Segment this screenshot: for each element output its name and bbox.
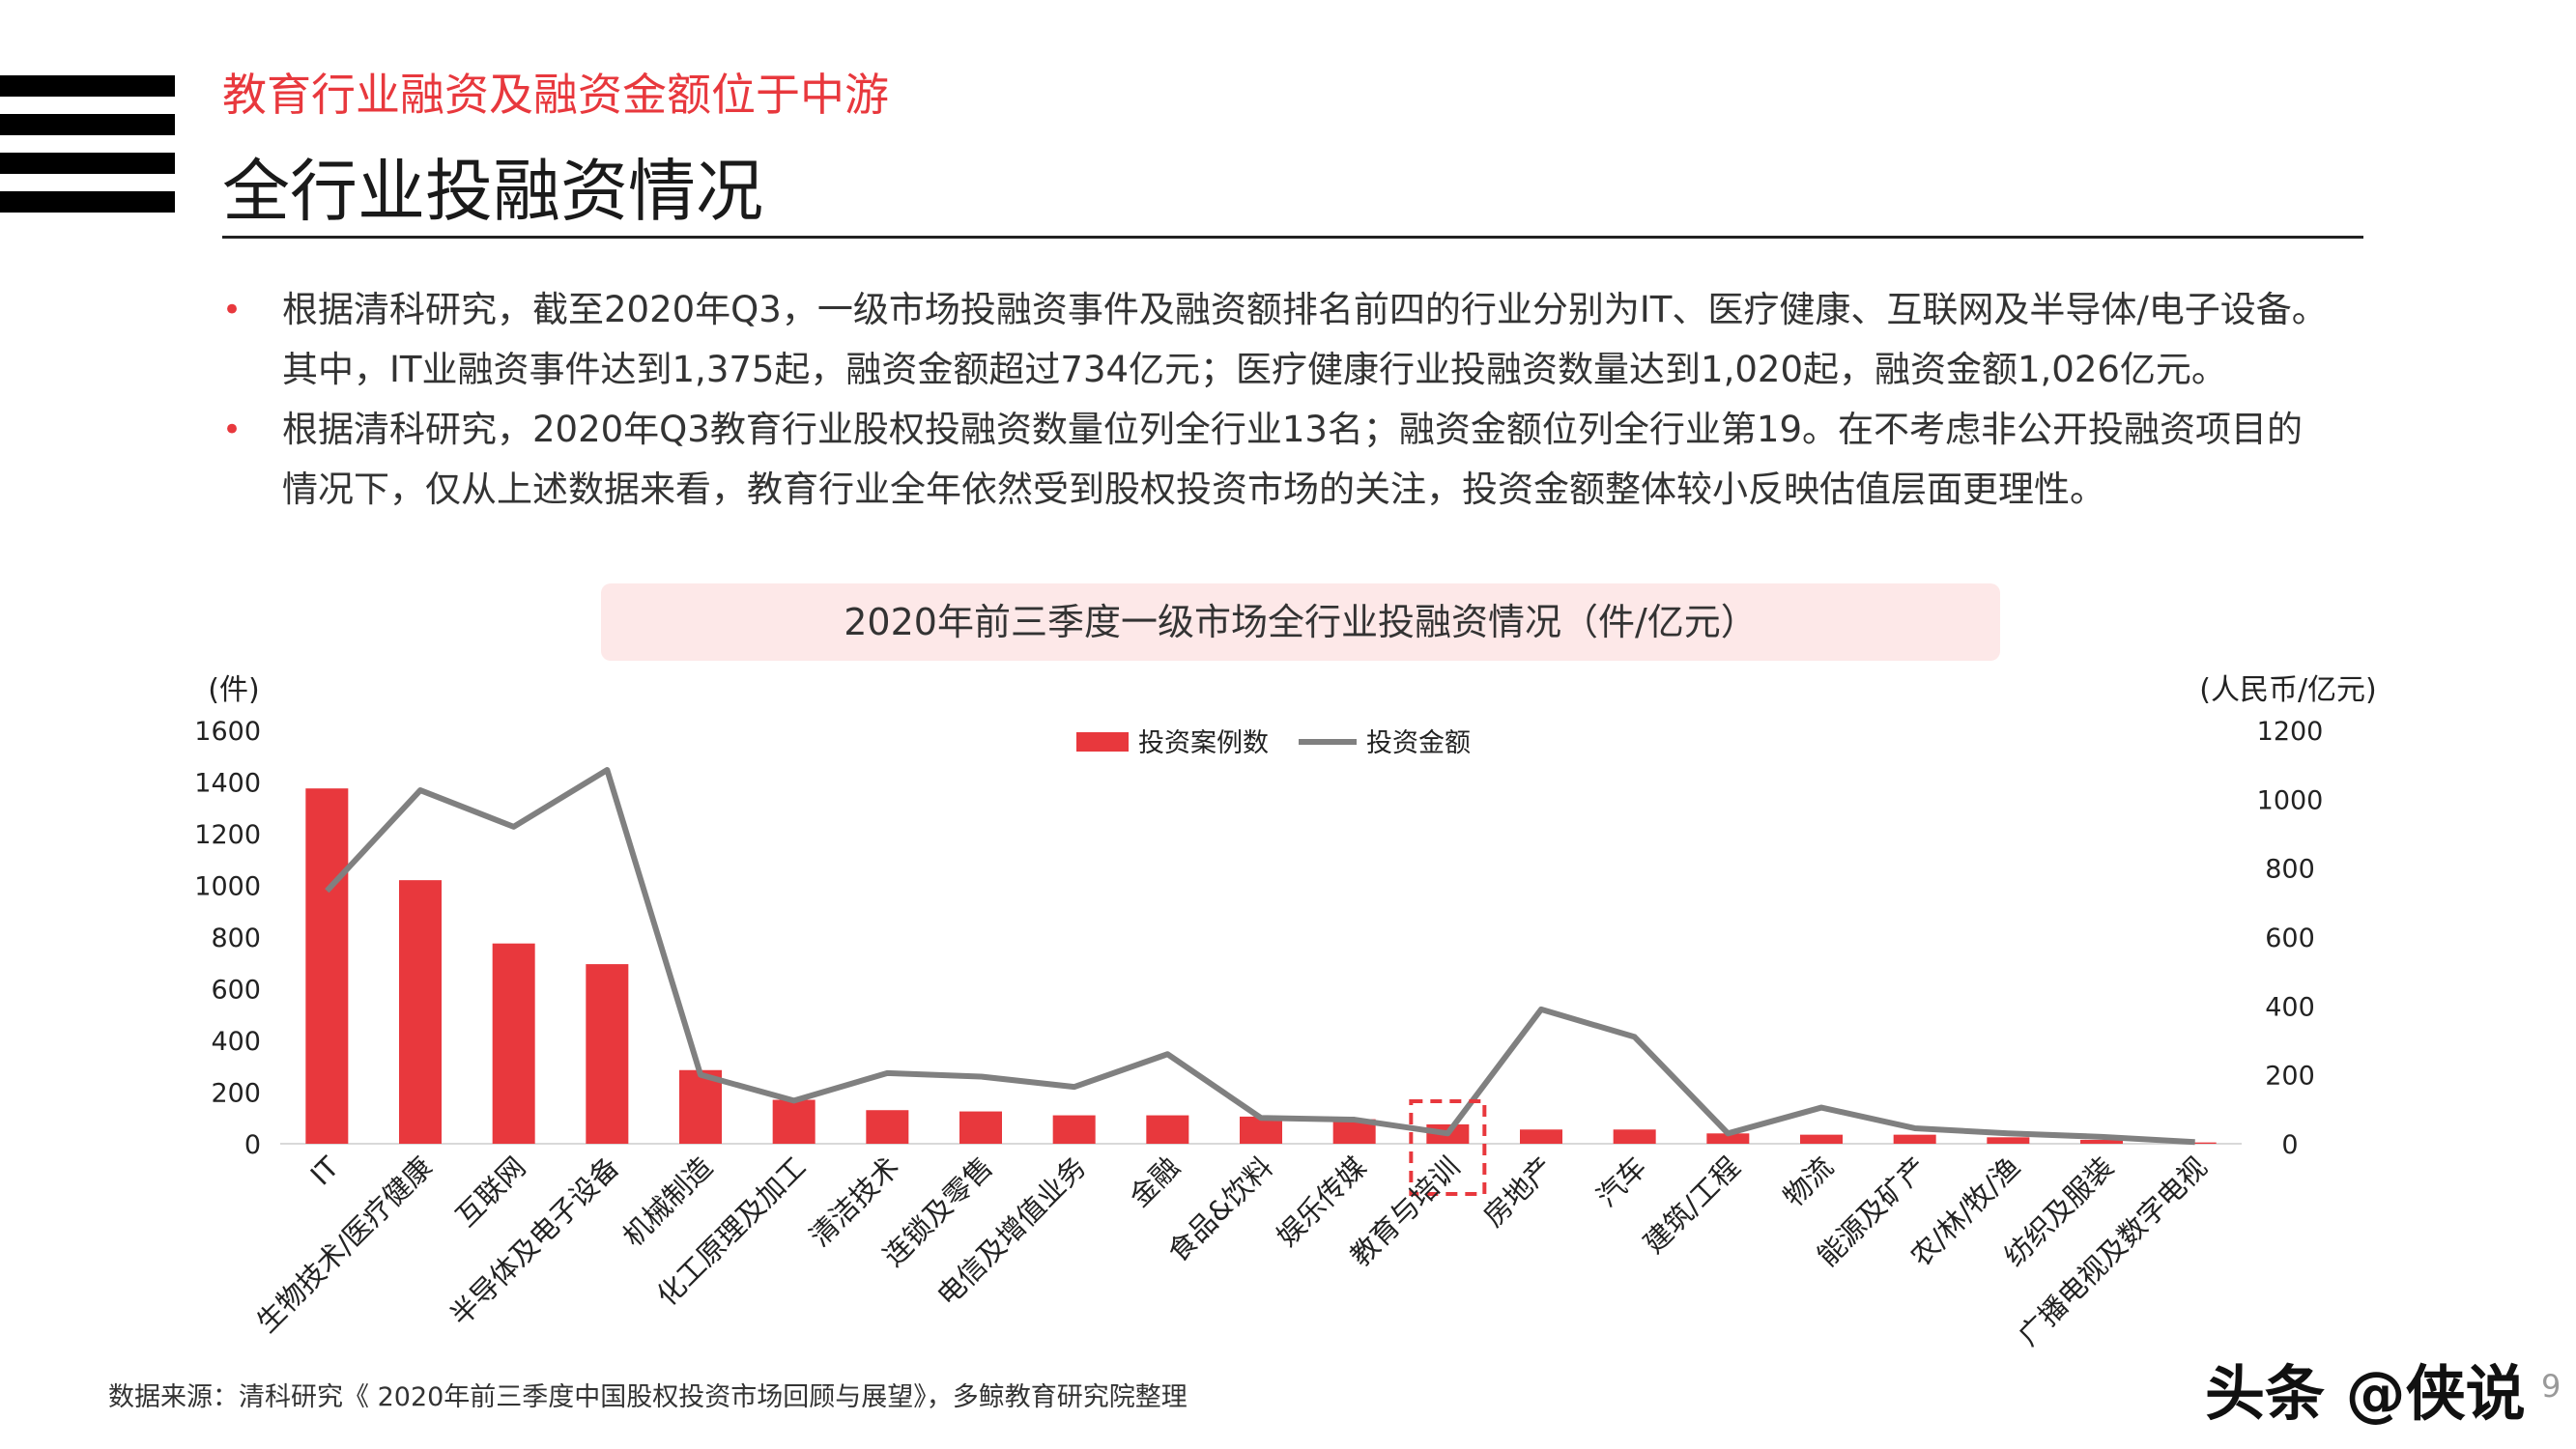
- bullet-text-line: 其中，IT业融资事件达到1,375起，融资金额超过734亿元；医疗健康行业投融资…: [282, 349, 2227, 390]
- y-left-tick-label: 1600: [194, 717, 261, 747]
- x-tick-label: 物流: [1777, 1151, 1840, 1213]
- x-tick-label: 金融: [1123, 1151, 1186, 1213]
- bullet-item: • 根据清科研究，2020年Q3教育行业股权投融资数量位列全行业13名；融资金额…: [222, 400, 2425, 520]
- bar: [586, 964, 629, 1144]
- y-left-unit-label: (件): [208, 673, 259, 707]
- bullet-list: • 根据清科研究，截至2020年Q3，一级市场投融资事件及融资额排名前四的行业分…: [222, 280, 2425, 520]
- y-right-tick-label: 1200: [2257, 717, 2324, 747]
- legend-bar-label: 投资案例数: [1138, 728, 1269, 758]
- bar: [2173, 1142, 2217, 1144]
- y-right-unit-label: (人民币/亿元): [2199, 673, 2377, 707]
- x-tick-label: 半导体及电子设备: [444, 1151, 625, 1332]
- bar: [1987, 1137, 2030, 1144]
- bullet-item: • 根据清科研究，截至2020年Q3，一级市场投融资事件及融资额排名前四的行业分…: [222, 280, 2425, 400]
- bullet-dot-icon: •: [222, 411, 243, 449]
- x-tick-label: 互联网: [449, 1151, 532, 1234]
- watermark: 头条 @侠说: [2205, 1358, 2526, 1429]
- y-left-tick-label: 0: [244, 1130, 261, 1160]
- y-left-tick-label: 1000: [194, 872, 261, 902]
- bar: [2080, 1139, 2123, 1144]
- bar: [1520, 1129, 1562, 1144]
- bar: [679, 1069, 722, 1144]
- bar: [1052, 1115, 1096, 1144]
- y-right-tick-label: 0: [2281, 1130, 2298, 1160]
- y-right-tick-label: 1000: [2257, 785, 2324, 815]
- bar: [492, 943, 535, 1144]
- bar: [772, 1099, 816, 1144]
- data-source: 数据来源：清科研究《 2020年前三季度中国股权投资市场回顾与展望》，多鲸教育研…: [108, 1382, 1188, 1412]
- y-left-tick-label: 600: [211, 976, 261, 1006]
- title-divider: [222, 236, 2363, 239]
- y-right-tick-label: 600: [2265, 923, 2315, 953]
- bar: [1893, 1134, 1936, 1144]
- bar: [959, 1111, 1002, 1144]
- chart-title: 2020年前三季度一级市场全行业投融资情况（件/亿元）: [601, 583, 2000, 661]
- y-right-tick-label: 400: [2265, 992, 2315, 1022]
- bullet-text-line: 情况下，仅从上述数据来看，教育行业全年依然受到股权投资市场的关注，投资金额整体较…: [282, 469, 2105, 510]
- x-tick-label: 建筑/工程: [1637, 1151, 1746, 1260]
- decorative-stripes: [0, 75, 175, 230]
- highlight-box: [1409, 1099, 1487, 1196]
- bullet-text-line: 根据清科研究，截至2020年Q3，一级市场投融资事件及融资额排名前四的行业分别为…: [282, 289, 2328, 330]
- y-left-tick-label: 1200: [194, 820, 261, 850]
- chart-canvas: (件) (人民币/亿元) 0 200 400 600 800 1000 1200 1400 1600…: [194, 673, 2377, 1352]
- bar: [1613, 1129, 1656, 1144]
- y-left-tick-label: 1400: [194, 769, 261, 799]
- page-subtitle: 教育行业融资及融资金额位于中游: [222, 69, 889, 121]
- page-title: 全行业投融资情况: [222, 152, 763, 231]
- page-number: 9: [2541, 1368, 2562, 1405]
- bar: [1706, 1133, 1750, 1144]
- y-left-tick-label: 400: [211, 1027, 261, 1057]
- bullet-dot-icon: •: [222, 291, 243, 329]
- bar: [1240, 1116, 1282, 1144]
- y-left-tick-label: 800: [211, 923, 261, 953]
- bar: [399, 880, 442, 1144]
- bar: [1800, 1134, 1843, 1144]
- y-right-tick-label: 200: [2265, 1062, 2315, 1092]
- y-left-tick-label: 200: [211, 1079, 261, 1109]
- x-tick-label: IT: [304, 1151, 346, 1192]
- x-tick-label: 汽车: [1590, 1151, 1653, 1213]
- legend-bar-swatch: [1076, 732, 1129, 752]
- bar: [1146, 1115, 1189, 1144]
- bar: [866, 1110, 909, 1144]
- bullet-text-line: 根据清科研究，2020年Q3教育行业股权投融资数量位列全行业13名；融资金额位列…: [282, 409, 2303, 450]
- y-right-tick-label: 800: [2265, 855, 2315, 885]
- x-tick-label: 生物技术/医疗健康: [250, 1151, 439, 1339]
- x-tick-label: 房地产: [1476, 1151, 1560, 1234]
- bar: [305, 788, 349, 1144]
- legend-line-label: 投资金额: [1366, 728, 1471, 758]
